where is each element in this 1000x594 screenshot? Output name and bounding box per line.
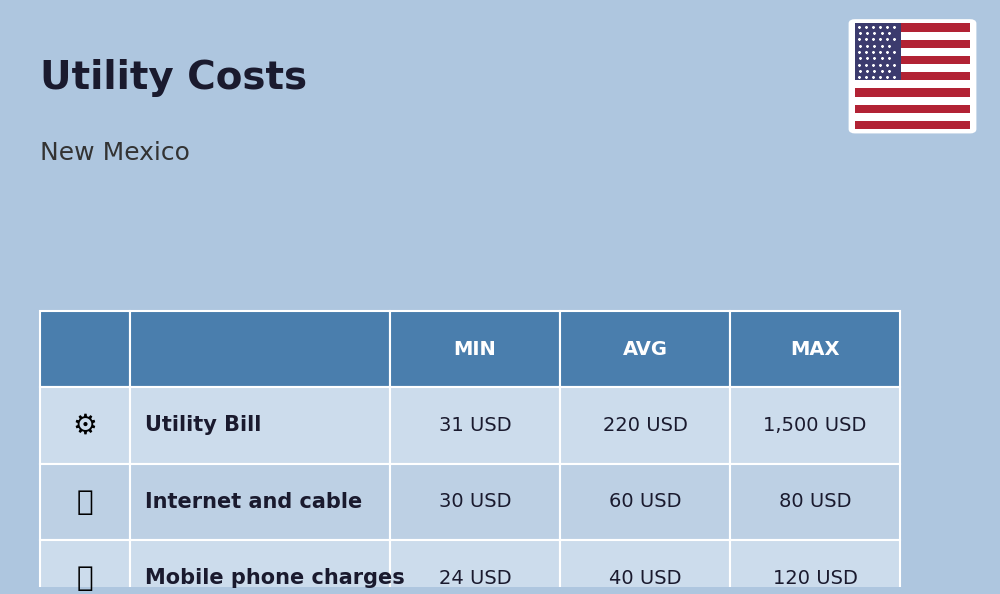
FancyBboxPatch shape	[730, 464, 900, 540]
Text: 31 USD: 31 USD	[439, 416, 511, 435]
Text: 80 USD: 80 USD	[779, 492, 851, 511]
FancyBboxPatch shape	[560, 540, 730, 594]
FancyBboxPatch shape	[560, 311, 730, 387]
Text: 📡: 📡	[77, 488, 93, 516]
Bar	[855, 97, 970, 105]
Text: New Mexico: New Mexico	[40, 141, 190, 165]
Text: Utility Bill: Utility Bill	[145, 415, 261, 435]
Text: 30 USD: 30 USD	[439, 492, 511, 511]
FancyBboxPatch shape	[40, 464, 130, 540]
Bar	[855, 105, 970, 113]
Bar	[855, 72, 970, 80]
Bar	[855, 64, 970, 72]
Bar	[855, 24, 901, 80]
Bar	[855, 48, 970, 56]
FancyBboxPatch shape	[390, 311, 560, 387]
FancyBboxPatch shape	[40, 311, 130, 387]
FancyBboxPatch shape	[40, 540, 130, 594]
Bar	[855, 89, 970, 97]
FancyBboxPatch shape	[850, 21, 975, 132]
Bar	[855, 31, 970, 40]
Bar	[855, 40, 970, 48]
Text: Internet and cable: Internet and cable	[145, 492, 362, 512]
FancyBboxPatch shape	[130, 387, 390, 464]
Text: 1,500 USD: 1,500 USD	[763, 416, 867, 435]
FancyBboxPatch shape	[560, 387, 730, 464]
Text: 📱: 📱	[77, 564, 93, 592]
FancyBboxPatch shape	[560, 464, 730, 540]
Bar	[855, 24, 970, 31]
Text: MIN: MIN	[454, 340, 496, 359]
Bar	[855, 56, 970, 64]
Text: 40 USD: 40 USD	[609, 568, 681, 587]
Text: 60 USD: 60 USD	[609, 492, 681, 511]
FancyBboxPatch shape	[730, 540, 900, 594]
Text: Utility Costs: Utility Costs	[40, 59, 307, 97]
Bar	[855, 121, 970, 129]
FancyBboxPatch shape	[730, 311, 900, 387]
FancyBboxPatch shape	[390, 464, 560, 540]
Text: ⚙️: ⚙️	[73, 412, 97, 440]
Text: MAX: MAX	[790, 340, 840, 359]
Text: 24 USD: 24 USD	[439, 568, 511, 587]
FancyBboxPatch shape	[130, 464, 390, 540]
FancyBboxPatch shape	[40, 387, 130, 464]
Text: 220 USD: 220 USD	[603, 416, 687, 435]
Text: 120 USD: 120 USD	[773, 568, 857, 587]
Bar	[855, 80, 970, 89]
Text: AVG: AVG	[622, 340, 668, 359]
FancyBboxPatch shape	[390, 540, 560, 594]
Bar	[855, 113, 970, 121]
FancyBboxPatch shape	[390, 387, 560, 464]
FancyBboxPatch shape	[130, 540, 390, 594]
FancyBboxPatch shape	[730, 387, 900, 464]
FancyBboxPatch shape	[130, 311, 390, 387]
Text: Mobile phone charges: Mobile phone charges	[145, 568, 405, 588]
